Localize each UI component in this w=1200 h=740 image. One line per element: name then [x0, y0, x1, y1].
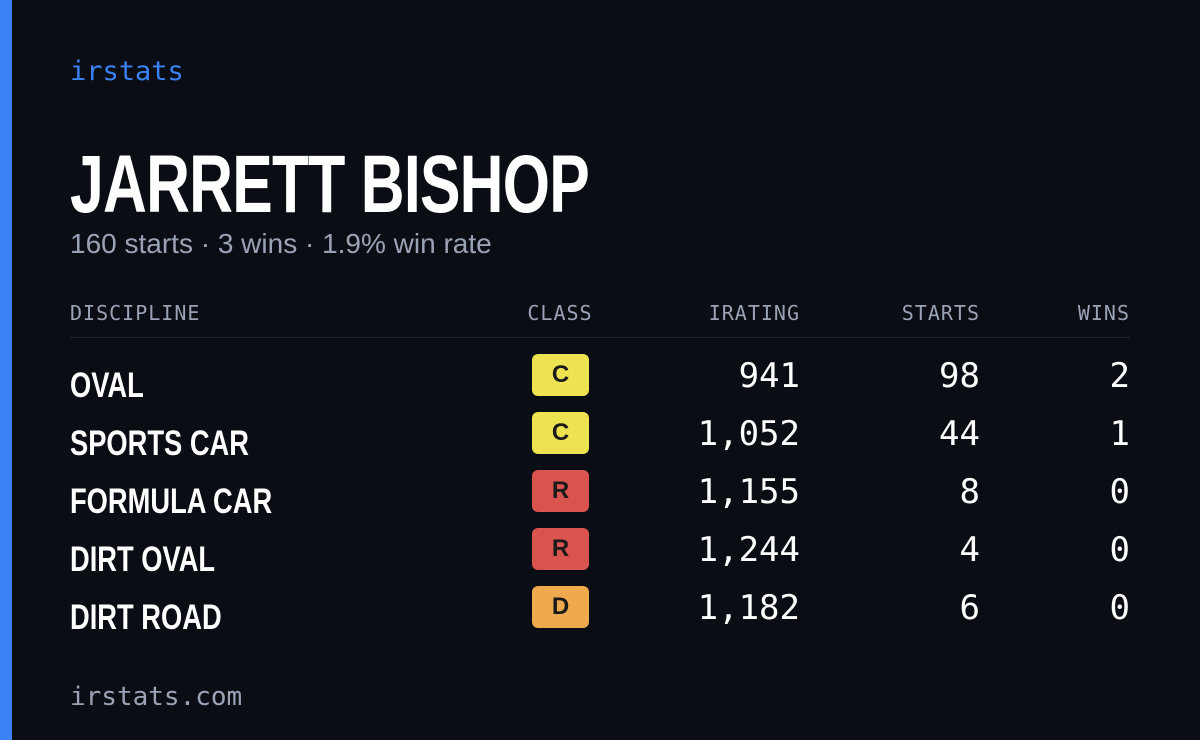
irating: 1,052 [697, 414, 800, 454]
starts: 98 [939, 356, 980, 396]
class-badge: R [532, 528, 589, 570]
class-badge: C [532, 354, 589, 396]
column-header: WINS [1077, 301, 1130, 325]
starts: 6 [959, 588, 980, 628]
column-header: IRATING [708, 301, 800, 325]
divider [70, 337, 1130, 338]
irating: 941 [738, 356, 800, 396]
discipline: DIRT ROAD [70, 598, 222, 637]
column-header: CLASS [527, 301, 593, 325]
class-badge: C [532, 412, 589, 454]
discipline: SPORTS CAR [70, 424, 249, 463]
starts: 44 [939, 414, 980, 454]
discipline: DIRT OVAL [70, 540, 216, 579]
driver-name: JARRETT BISHOP [70, 139, 590, 230]
discipline: FORMULA CAR [70, 482, 273, 521]
brand: irstats [70, 56, 184, 87]
irating: 1,244 [697, 530, 800, 570]
irating: 1,182 [697, 588, 800, 628]
discipline: OVAL [70, 366, 144, 405]
wins: 0 [1109, 530, 1130, 570]
starts: 4 [959, 530, 980, 570]
column-header: STARTS [901, 301, 980, 325]
wins: 0 [1109, 588, 1130, 628]
wins: 0 [1109, 472, 1130, 512]
irating: 1,155 [697, 472, 800, 512]
wins: 2 [1109, 356, 1130, 396]
driver-summary: 160 starts · 3 wins · 1.9% win rate [70, 228, 492, 259]
accent-bar [0, 0, 12, 740]
starts: 8 [959, 472, 980, 512]
column-header: DISCIPLINE [70, 301, 201, 325]
class-badge: R [532, 470, 589, 512]
footer: irstats.com [70, 682, 243, 712]
class-badge: D [532, 586, 589, 628]
wins: 1 [1109, 414, 1130, 454]
